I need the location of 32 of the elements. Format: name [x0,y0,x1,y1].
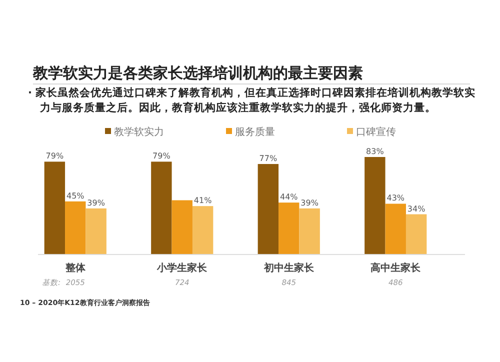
data-label: 43% [386,194,405,203]
bar [385,204,406,254]
bar [44,162,66,254]
legend-label: 口碑宣传 [356,126,396,138]
data-label: 41% [194,196,212,206]
chart-title: 教学软实力是各类家长选择培训机构的最主要因素 [32,64,363,82]
data-label: 44% [280,192,298,202]
bar [258,164,279,254]
data-label: 39% [300,198,319,208]
bar [406,214,427,254]
x-tick-label: 初中生家长 [262,262,315,274]
data-label: 79% [46,152,64,161]
bar [172,200,192,254]
data-label: 45% [66,191,85,200]
x-tick-label: 整体 [64,262,86,274]
bar [299,208,320,254]
bar [192,206,214,254]
data-label: 39% [87,198,106,208]
bar [151,162,172,254]
bar [364,157,386,254]
x-tick-label: 小学生家长 [156,262,208,274]
data-label: 77% [259,154,278,164]
data-label: 34% [407,204,426,214]
x-tick-label: 高中生家长 [370,262,422,274]
bar [86,208,106,254]
legend-label: 教学软实力 [114,126,164,138]
legend-label: 服务质量 [235,126,275,138]
data-label: 79% [152,152,171,161]
data-label: 83% [366,147,384,156]
chart-subtitle: · 家长虽然会优先通过口碑来了解教育机构，但在真正选择时口碑因素排在培训机构教学软实力与服务质量之后。因此，教育机构应该注重教学软实力的提升，强化师资力量。 [28,86,477,116]
bar [278,202,300,254]
bar [65,201,86,254]
